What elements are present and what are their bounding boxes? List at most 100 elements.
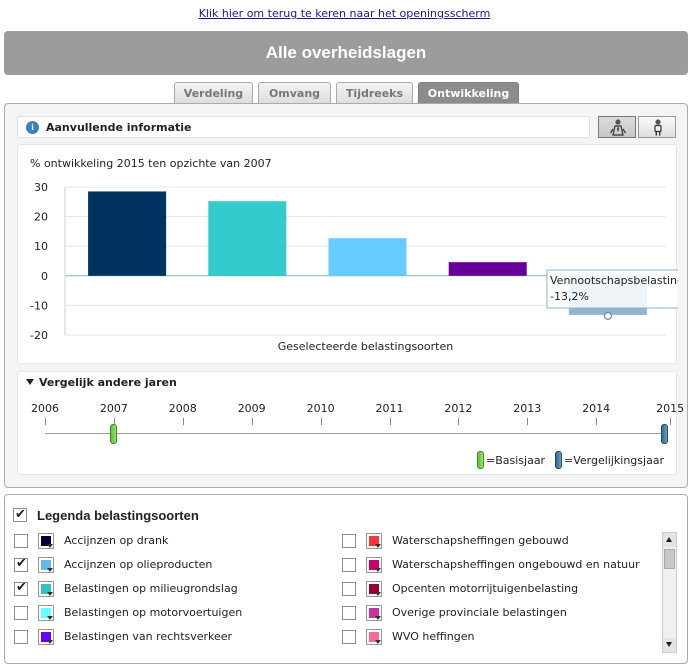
dropdown-arrow-icon [375, 568, 381, 572]
x-axis-label: Geselecteerde belastingsoorten [278, 340, 453, 353]
compare-year-handle[interactable] [661, 424, 668, 444]
legend-panel: Legenda belastingsoorten Accijnzen op dr… [4, 494, 688, 664]
legend-checkbox[interactable] [14, 606, 28, 620]
compare-title: Vergelijk andere jaren [39, 376, 177, 389]
legend-checkbox[interactable] [14, 556, 28, 572]
legend-checkbox[interactable] [342, 558, 356, 572]
base-year-label: =Basisjaar [486, 454, 546, 467]
color-swatch [369, 560, 379, 570]
tooltip-box [546, 269, 678, 309]
citizen-view-button[interactable] [638, 116, 676, 138]
scroll-thumb[interactable] [664, 549, 675, 569]
legend-all-checkbox[interactable] [13, 506, 27, 522]
base-year-key: =Basisjaar [477, 451, 545, 469]
y-tick-label: 10 [34, 240, 48, 253]
base-year-handle[interactable] [110, 424, 117, 444]
legend-item: Opcenten motorrijtuigenbelasting [342, 581, 652, 599]
tab-omvang[interactable]: Omvang [258, 82, 331, 104]
legend-checkbox[interactable] [14, 534, 28, 548]
bar-2[interactable] [208, 201, 287, 276]
color-picker[interactable] [38, 629, 54, 645]
development-chart: % ontwikkeling 2015 ten opzichte van 200… [17, 144, 678, 364]
person-icon [654, 119, 662, 136]
legend-scrollbar[interactable] [662, 532, 677, 653]
year-label-2012: 2012 [444, 402, 473, 415]
tooltip-title: Vennootschapsbelasting [550, 274, 678, 287]
legend-item: Accijnzen op olieproducten [14, 556, 324, 575]
legend-item-label: Accijnzen op olieproducten [64, 558, 213, 571]
dropdown-arrow-icon [47, 640, 53, 644]
info-bar[interactable]: i Aanvullende informatie [17, 116, 590, 138]
scroll-down-button[interactable] [663, 638, 676, 652]
year-label-2014: 2014 [582, 402, 611, 415]
legend-item-label: Waterschapsheffingen ongebouwd en natuur [392, 558, 640, 571]
businessman-view-button[interactable] [598, 116, 636, 138]
legend-checkbox[interactable] [342, 534, 356, 548]
compare-year-swatch [555, 451, 562, 469]
legend-item-label: Opcenten motorrijtuigenbelasting [392, 582, 579, 595]
legend-checkbox[interactable] [14, 630, 28, 644]
color-picker[interactable] [366, 533, 382, 549]
year-slider-track[interactable] [45, 433, 665, 434]
legend-item-label: Belastingen op motorvoertuigen [64, 606, 243, 619]
year-label-2008: 2008 [168, 402, 197, 415]
legend-item-label: Waterschapsheffingen gebouwd [392, 534, 569, 547]
legend-item: Waterschapsheffingen gebouwd [342, 533, 652, 551]
legend-item-label: Belastingen van rechtsverkeer [64, 630, 233, 643]
legend-checkbox[interactable] [342, 606, 356, 620]
main-panel: i Aanvullende informatie % ontwikkeling … [4, 103, 688, 488]
tab-ontwikkeling[interactable]: Ontwikkeling [418, 82, 519, 104]
year-label-2006: 2006 [31, 402, 59, 415]
legend-checkbox[interactable] [342, 582, 356, 596]
year-label-2015: 2015 [656, 402, 685, 415]
year-label-2010: 2010 [306, 402, 335, 415]
tooltip-value: -13,2% [550, 290, 589, 303]
color-swatch [369, 608, 379, 618]
legend-checkbox[interactable] [14, 580, 28, 596]
color-picker[interactable] [38, 605, 54, 621]
color-picker[interactable] [366, 629, 382, 645]
year-tick [321, 418, 322, 425]
dropdown-arrow-icon [375, 616, 381, 620]
page-title: Alle overheidslagen [4, 31, 688, 75]
compare-toggle[interactable]: Vergelijk andere jaren [26, 376, 177, 389]
base-year-swatch [477, 451, 484, 469]
y-tick-label: 30 [34, 181, 48, 194]
dropdown-arrow-icon [375, 592, 381, 596]
color-picker[interactable] [38, 557, 54, 573]
legend-item-label: Accijnzen op drank [64, 534, 169, 547]
color-swatch [369, 536, 379, 546]
bar-4[interactable] [448, 262, 527, 276]
back-to-start-link[interactable]: Klik hier om terug te keren naar het ope… [198, 7, 491, 20]
legend-item-label: Belastingen op milieugrondslag [64, 582, 238, 595]
person-tie-icon [610, 119, 626, 136]
dropdown-arrow-icon [47, 544, 53, 548]
color-picker[interactable] [366, 557, 382, 573]
y-tick-label: 20 [34, 211, 48, 224]
legend-item: Belastingen op motorvoertuigen [14, 605, 324, 623]
year-tick [458, 418, 459, 425]
scroll-up-button[interactable] [663, 533, 676, 547]
year-tick [390, 418, 391, 425]
year-label-2007: 2007 [99, 402, 128, 415]
legend-checkbox[interactable] [342, 630, 356, 644]
color-picker[interactable] [366, 605, 382, 621]
color-picker[interactable] [366, 581, 382, 597]
color-swatch [41, 584, 51, 594]
compare-years-panel: Vergelijk andere jaren 2006 2007 2008 2009 2… [17, 371, 684, 475]
legend-item: Accijnzen op drank [14, 533, 324, 551]
caret-down-icon [26, 379, 34, 385]
info-icon: i [26, 121, 39, 134]
compare-year-key: =Vergelijkingsjaar [555, 451, 664, 469]
bar-1[interactable] [88, 191, 167, 276]
tab-verdeling[interactable]: Verdeling [174, 82, 253, 104]
color-swatch [41, 536, 51, 546]
color-picker[interactable] [38, 581, 54, 597]
bar-3[interactable] [328, 238, 407, 276]
dropdown-arrow-icon [47, 568, 53, 572]
tab-tijdreeks[interactable]: Tijdreeks [336, 82, 413, 104]
legend-item-label: Overige provinciale belastingen [392, 606, 567, 619]
color-picker[interactable] [38, 533, 54, 549]
color-swatch [369, 584, 379, 594]
y-tick-label: -20 [30, 329, 48, 342]
